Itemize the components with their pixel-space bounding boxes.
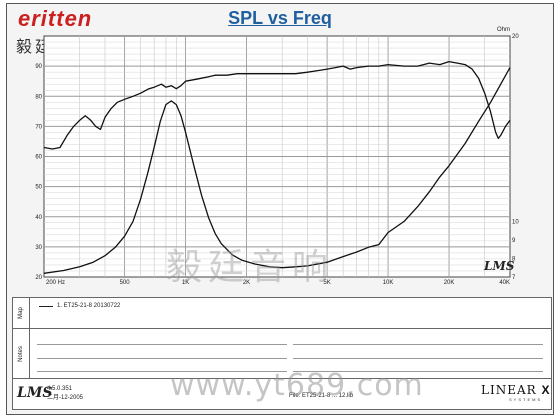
right-axis-unit: Ohm [497,27,511,33]
x-tick-label: 5K [323,280,330,286]
x-tick-label: 2K [243,280,250,286]
footer: LMS 4.5.0.351 二月-12-2005 File: ET25-21-8… [12,378,552,410]
y-tick-label: 60 [35,155,42,161]
map-label: Map [13,298,30,329]
x-tick-label: 40K [499,280,510,286]
y-right-tick-label: 8 [512,256,516,262]
notes-line [37,358,287,359]
divider [29,328,551,329]
x-tick-labels: 200 Hz 500 1K 2K 5K 10K 20K 40K [46,280,510,286]
y-tick-label: 20 [35,275,42,281]
systems-text: SYSTEMS [509,397,543,402]
version-number: 4.5.0.351 [47,386,73,392]
footer-file: File: ET25-21-8 ... 12.lib [289,393,354,399]
y-right-tick-label: 10 [512,219,519,225]
version-date: 二月-12-2005 [47,395,84,401]
notes-line [37,344,287,345]
x-tick-label: 500 [120,280,131,286]
linear-x-logo: LINEAR X [481,383,551,397]
y-tick-label: 80 [35,94,42,100]
chart-title: SPL vs Freq [228,8,332,28]
brand-logo-text: ritten [31,6,93,31]
y-tick-label: 40 [35,215,42,221]
x-tick-label: 200 Hz [46,280,65,286]
x-tick-label: 1K [182,280,189,286]
impedance-curve [43,67,511,274]
brand-logo: eritten [18,6,93,31]
grid [44,36,510,277]
notes-line [293,371,543,372]
y-right-tick-label: 20 [512,34,519,40]
legend-panel: Map Notes 1. ET25-21-8 20130722 [12,297,552,379]
y-right-tick-label: 9 [512,238,516,244]
footer-version: 4.5.0.351 二月-12-2005 [47,385,83,403]
legend-entry-label: 1. ET25-21-8 20130722 [57,303,121,309]
y-right-tick-label: 7 [512,275,516,281]
spl-curve [43,60,511,150]
legend-line-swatch [39,305,53,307]
watermark: 毅廷音响 [166,247,335,288]
y-tick-label: 70 [35,124,42,130]
notes-line [293,344,543,345]
footer-lms-logo: LMS [17,385,53,401]
x-tick-label: 20K [444,280,455,286]
y-right-tick-labels: 7 8 9 10 20 [512,34,519,281]
site-watermark: www.yt689.com [170,368,424,403]
notes-line [293,358,543,359]
y-tick-label: 50 [35,185,42,191]
y-tick-label: 30 [35,245,42,251]
y-tick-labels: 20 30 40 50 60 70 80 90 [35,64,42,281]
series-lines [43,60,511,274]
notes-line [37,371,287,372]
notes-label: Notes [13,329,30,378]
x-tick-label: 10K [383,280,394,286]
legend-entry: 1. ET25-21-8 20130722 [39,303,120,309]
y-tick-label: 90 [35,64,42,70]
lms-plot-logo: LMS [484,259,515,273]
